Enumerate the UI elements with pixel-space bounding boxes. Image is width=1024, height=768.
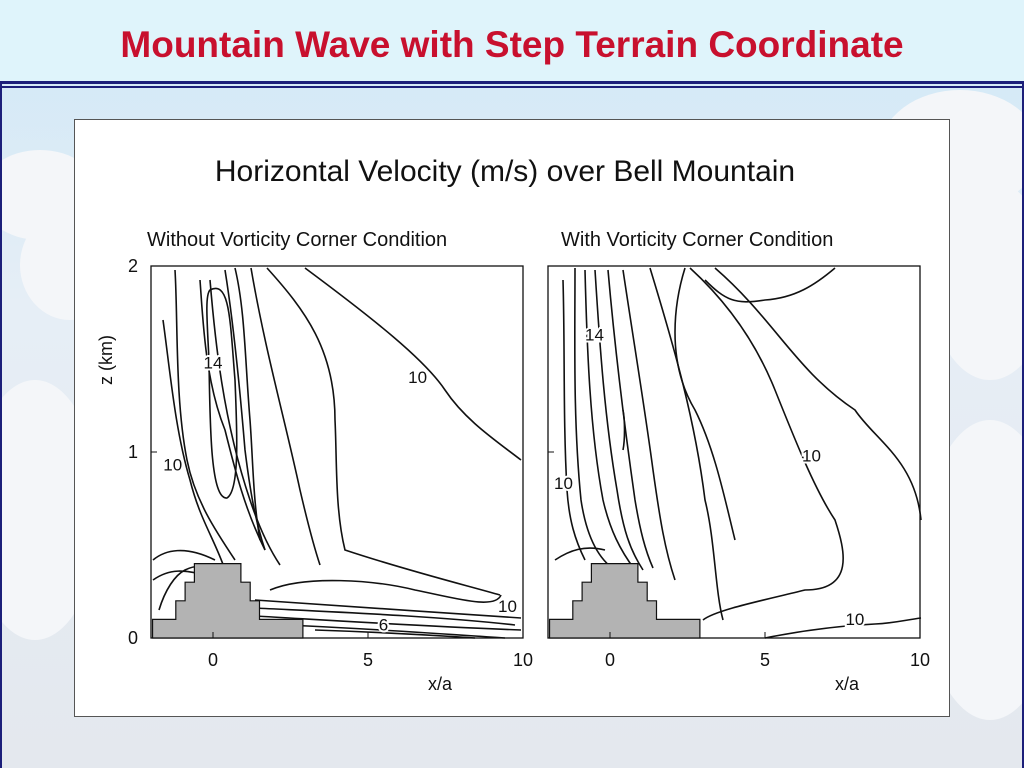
title-bar: Mountain Wave with Step Terrain Coordina…	[0, 0, 1024, 84]
contour-label: 14	[585, 325, 604, 344]
contour-lines	[152, 267, 522, 639]
figure-title: Horizontal Velocity (m/s) over Bell Moun…	[215, 155, 795, 188]
panel-subtitle: With Vorticity Corner Condition	[561, 229, 833, 251]
terrain-shape	[151, 563, 304, 639]
contour-line	[250, 267, 321, 566]
contour-line	[314, 629, 476, 639]
x-tick-label: 0	[605, 650, 615, 670]
contour-line	[584, 269, 636, 571]
contour-label: 10	[554, 474, 573, 493]
contour-line	[554, 547, 606, 561]
contour-line	[162, 319, 226, 571]
y-tick-label: 2	[128, 256, 138, 276]
contour-lines	[554, 267, 922, 639]
contour-line	[234, 267, 261, 541]
divider	[0, 84, 2, 768]
contour-labels: 14 10 10 10 6	[161, 351, 519, 636]
contour-line	[674, 267, 736, 541]
plot-panel-right: 0 5 10 14 10 10 10	[547, 265, 930, 670]
contour-label: 10	[845, 610, 864, 629]
divider	[0, 86, 1024, 88]
contour-labels: 14 10 10 10	[552, 323, 866, 631]
contour-label: 10	[498, 597, 517, 616]
x-tick-label: 5	[363, 650, 373, 670]
contour-label: 10	[802, 446, 821, 465]
panel-subtitle: Without Vorticity Corner Condition	[147, 229, 447, 251]
contour-line	[254, 599, 522, 619]
contour-line	[714, 267, 922, 521]
contour-line	[704, 267, 836, 303]
contour-line	[622, 269, 676, 581]
contour-line	[562, 279, 586, 561]
contour-label: 10	[408, 368, 427, 387]
x-tick-label: 0	[208, 650, 218, 670]
divider	[1022, 84, 1024, 768]
axis-ticks: 0 5 10	[548, 265, 930, 670]
contour-line	[622, 409, 626, 451]
y-tick-label: 0	[128, 628, 138, 648]
contour-line	[689, 267, 844, 621]
contour-line	[199, 279, 266, 551]
contour-line	[649, 267, 724, 621]
contour-line	[254, 607, 516, 626]
contour-line	[764, 617, 922, 639]
contour-line	[174, 269, 236, 561]
contour-line	[206, 287, 238, 499]
contour-line	[152, 549, 216, 561]
x-axis-label: x/a	[835, 674, 860, 694]
x-tick-label: 10	[910, 650, 930, 670]
contour-line	[304, 267, 522, 461]
contour-label: 6	[379, 616, 388, 635]
contour-line	[209, 279, 281, 566]
plot-panel-left: 0 5 10 0 1 2 14 10 10 10 6	[128, 256, 533, 670]
y-tick-label: 1	[128, 442, 138, 462]
contour-line	[573, 267, 616, 571]
x-tick-label: 5	[760, 650, 770, 670]
slide-title: Mountain Wave with Step Terrain Coordina…	[120, 24, 904, 65]
terrain-shape	[548, 563, 701, 639]
contour-line	[266, 267, 501, 596]
contour-line	[607, 269, 654, 569]
y-axis-label: z (km)	[96, 335, 116, 385]
x-axis-label: x/a	[428, 674, 453, 694]
x-tick-label: 10	[513, 650, 533, 670]
contour-figure: Horizontal Velocity (m/s) over Bell Moun…	[96, 155, 930, 694]
contour-label: 10	[163, 456, 182, 475]
contour-label: 14	[204, 353, 223, 372]
figure-card: Horizontal Velocity (m/s) over Bell Moun…	[74, 119, 950, 717]
contour-line	[594, 269, 644, 571]
contour-line	[269, 579, 502, 603]
contour-line	[254, 615, 522, 631]
axis-ticks: 0 5 10 0 1 2	[128, 256, 533, 670]
